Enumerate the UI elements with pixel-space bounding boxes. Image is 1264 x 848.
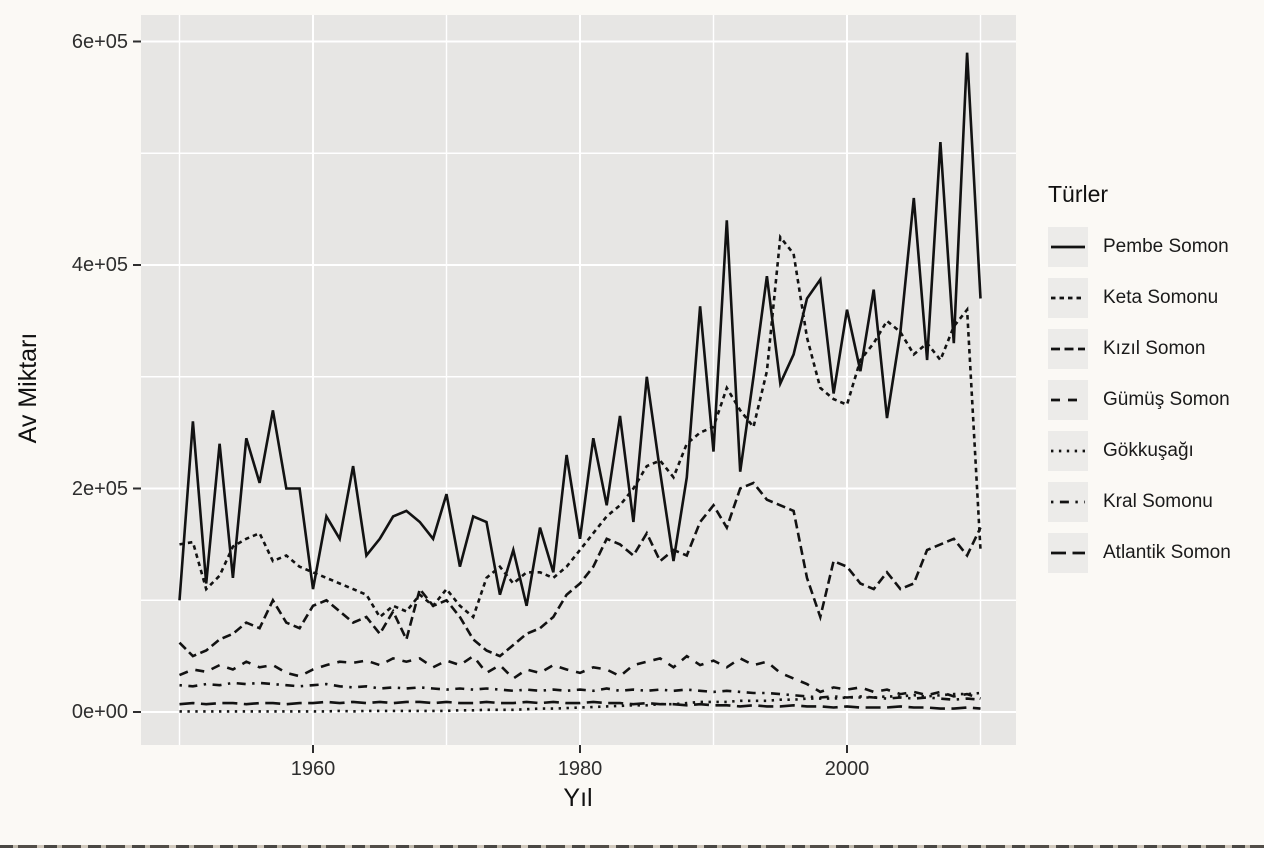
legend: Türler Pembe Somon Keta Somonu Kızıl Somon…: [1048, 181, 1264, 584]
y-tick-label: 2e+05: [71, 477, 128, 500]
legend-label: Atlantik Somon: [1103, 542, 1231, 563]
y-axis-title: Av Miktarı: [14, 332, 42, 444]
legend-label: Gümüş Somon: [1103, 389, 1230, 410]
legend-key-gümüş-somon: [1048, 380, 1088, 420]
x-tick-label: 1980: [557, 758, 603, 780]
scan-artifact-strip: [0, 845, 1264, 848]
legend-label: Keta Somonu: [1103, 287, 1219, 308]
series-line-pembe-somon: [178, 52, 982, 607]
legend-entries: Pembe Somon Keta Somonu Kızıl Somon Gümüş S…: [1048, 227, 1264, 573]
legend-entry: Gökkuşağı: [1048, 431, 1264, 471]
legend-entry: Atlantik Somon: [1048, 533, 1264, 573]
axis-ticks: [133, 40, 848, 753]
legend-key-atlantik-somon: [1048, 533, 1088, 573]
series-line-k-z-l-somon: [178, 481, 982, 658]
legend-label: Kral Somonu: [1103, 491, 1213, 512]
legend-entry: Gümüş Somon: [1048, 380, 1264, 420]
x-tick-label: 2000: [824, 758, 870, 780]
series-line-g-m-somon: [178, 654, 981, 700]
legend-key-keta-somonu: [1048, 278, 1088, 318]
legend-key-kral-somonu: [1048, 482, 1088, 522]
legend-label: Gökkuşağı: [1103, 440, 1194, 461]
legend-label: Kızıl Somon: [1103, 338, 1206, 359]
legend-key-pembe-somon: [1048, 227, 1088, 267]
x-axis-title: Yıl: [563, 784, 593, 812]
legend-entry: Pembe Somon: [1048, 227, 1264, 267]
series-line-kral-somonu: [179, 681, 981, 702]
legend-key-gökkuşağı: [1048, 431, 1088, 471]
legend-key-kızıl-somon: [1048, 329, 1088, 369]
legend-entry: Kral Somonu: [1048, 482, 1264, 522]
legend-entry: Kızıl Somon: [1048, 329, 1264, 369]
panel-background: [141, 15, 1016, 745]
legend-label: Pembe Somon: [1103, 236, 1229, 257]
y-tick-label: 0e+00: [71, 701, 128, 723]
legend-entry: Keta Somonu: [1048, 278, 1264, 318]
legend-title: Türler: [1048, 181, 1109, 207]
x-tick-label: 1960: [290, 758, 336, 780]
y-tick-label: 6e+05: [71, 30, 128, 53]
y-tick-label: 4e+05: [71, 254, 128, 276]
series-line-atlantik-somon: [179, 700, 981, 710]
